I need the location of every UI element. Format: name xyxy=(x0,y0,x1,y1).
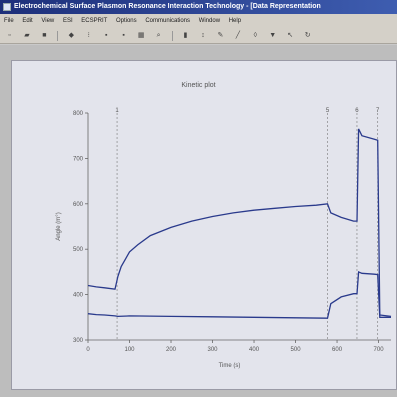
x-tick-label: 600 xyxy=(332,347,343,353)
x-axis-label: Time (s) xyxy=(219,363,241,369)
new-icon[interactable]: ▫ xyxy=(8,32,11,39)
y-tick-label: 700 xyxy=(73,156,84,162)
line-icon[interactable]: ╱ xyxy=(235,32,240,39)
copy-icon[interactable]: ▪ xyxy=(104,32,108,39)
event-marker-label: 1 xyxy=(115,108,119,114)
bar-icon[interactable]: ▮ xyxy=(183,32,188,39)
grid-icon[interactable]: ▦ xyxy=(137,32,145,39)
y-tick-label: 300 xyxy=(73,338,84,344)
print-icon[interactable]: ◆ xyxy=(68,32,74,39)
menu-window[interactable]: Window xyxy=(198,18,221,24)
x-tick-label: 400 xyxy=(249,347,260,353)
event-marker-label: 7 xyxy=(376,108,380,114)
y-axis-label: Angle (m°) xyxy=(56,212,62,240)
plot-window[interactable] xyxy=(11,60,397,390)
x-tick-label: 300 xyxy=(208,347,219,353)
x-tick-label: 0 xyxy=(86,347,90,353)
color-icon[interactable]: ▼ xyxy=(269,32,277,39)
plot-title: Kinetic plot xyxy=(181,82,216,89)
title-bar: Electrochemical Surface Plasmon Resonanc… xyxy=(0,0,397,14)
y-tick-label: 400 xyxy=(73,293,84,299)
series-line-1 xyxy=(87,128,392,318)
x-tick-label: 700 xyxy=(374,347,385,353)
open-icon[interactable]: ▰ xyxy=(24,32,30,39)
y-tick-label: 600 xyxy=(73,202,84,208)
y-tick-label: 800 xyxy=(73,111,84,117)
menu-bar: File Edit View ESI ECSPRIT Options Commu… xyxy=(0,14,397,28)
cut-icon[interactable]: ⁝ xyxy=(87,32,90,39)
window-title: Electrochemical Surface Plasmon Resonanc… xyxy=(14,3,321,10)
x-tick-label: 200 xyxy=(166,347,177,353)
x-tick-label: 100 xyxy=(124,347,135,353)
menu-view[interactable]: View xyxy=(41,18,55,24)
zoom-icon[interactable]: ⌕ xyxy=(156,32,161,39)
x-tick-label: 500 xyxy=(291,347,302,353)
menu-edit[interactable]: Edit xyxy=(22,18,33,24)
toolbar: ▫ ▰ ■ ◆ ⁝ ▪ ▪ ▦ ⌕ ▮ ↕ ✎ ╱ ◊ ▼ ↖ ↻ xyxy=(0,28,397,44)
toolbar-separator xyxy=(57,31,59,41)
menu-communications[interactable]: Communications xyxy=(145,18,191,24)
toolbar-separator xyxy=(171,31,173,41)
event-marker-label: 6 xyxy=(355,108,359,114)
menu-esi[interactable]: ESI xyxy=(62,18,73,24)
paste-icon[interactable]: ▪ xyxy=(122,32,125,39)
menu-file[interactable]: File xyxy=(4,18,14,24)
y-tick-label: 500 xyxy=(73,247,84,253)
arrow-icon[interactable]: ↖ xyxy=(287,32,294,39)
menu-help[interactable]: Help xyxy=(228,18,242,24)
app-icon[interactable] xyxy=(3,3,11,11)
pen-icon[interactable]: ✎ xyxy=(217,32,224,39)
marker-icon[interactable]: ↕ xyxy=(201,32,205,39)
series-line-2 xyxy=(87,270,391,319)
refresh-icon[interactable]: ↻ xyxy=(304,32,311,39)
event-marker-label: 5 xyxy=(326,108,330,114)
menu-ecsprit[interactable]: ECSPRIT xyxy=(81,18,108,24)
fill-icon[interactable]: ◊ xyxy=(253,32,258,39)
save-icon[interactable]: ■ xyxy=(42,32,47,39)
menu-options[interactable]: Options xyxy=(115,18,137,24)
